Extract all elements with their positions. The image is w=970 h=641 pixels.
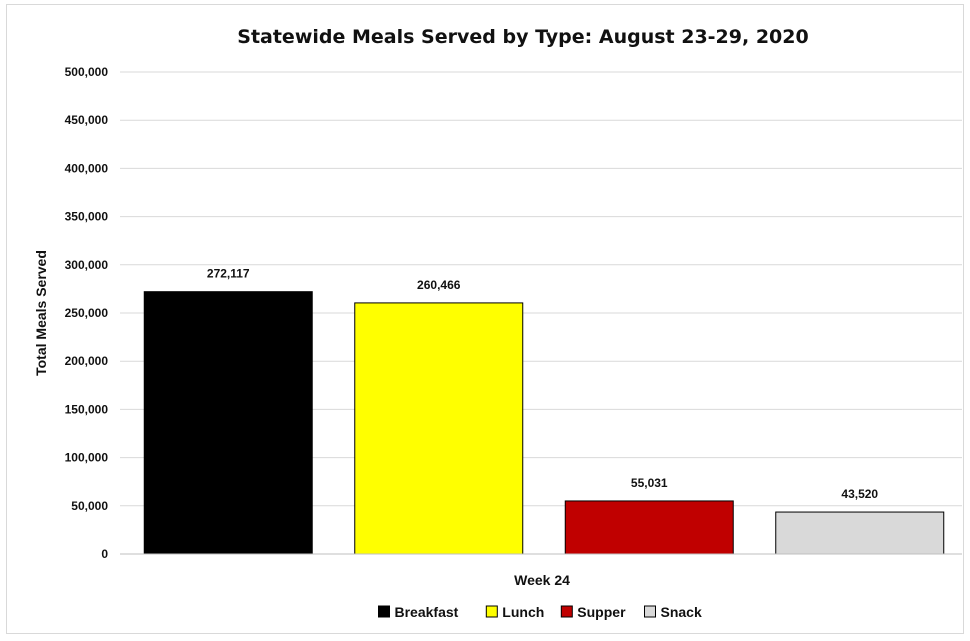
y-axis-title: Total Meals Served — [33, 250, 49, 376]
x-category-label: Week 24 — [514, 572, 570, 588]
y-tick-label: 450,000 — [65, 113, 109, 127]
data-label-supper: 55,031 — [631, 476, 668, 490]
y-axis-ticks: 0 50,000 100,000 150,000 200,000 250,000 300,0… — [65, 65, 109, 561]
legend-label-breakfast: Breakfast — [395, 604, 459, 620]
data-label-breakfast: 272,117 — [207, 267, 250, 281]
legend: Breakfast Lunch Supper Snack — [378, 604, 702, 620]
chart-title: Statewide Meals Served by Type: August 2… — [237, 26, 808, 48]
data-label-lunch: 260,466 — [417, 278, 461, 292]
y-tick-label: 0 — [101, 547, 108, 561]
legend-swatch-supper — [560, 605, 573, 618]
y-tick-label: 150,000 — [65, 402, 109, 416]
legend-swatch-breakfast — [378, 605, 390, 618]
data-labels: 272,117 260,466 55,031 43,520 — [207, 267, 879, 501]
legend-label-supper: Supper — [577, 604, 626, 620]
y-tick-label: 350,000 — [65, 210, 109, 224]
bars — [143, 291, 945, 555]
bar-snack — [775, 511, 945, 555]
y-tick-label: 300,000 — [65, 258, 109, 272]
legend-swatch-snack — [644, 605, 656, 618]
bar-lunch — [354, 302, 524, 555]
bar-supper — [564, 500, 734, 555]
data-label-snack: 43,520 — [841, 487, 878, 501]
bar-breakfast — [143, 291, 313, 555]
y-tick-label: 250,000 — [65, 306, 109, 320]
legend-label-lunch: Lunch — [502, 604, 544, 620]
y-tick-label: 100,000 — [65, 451, 109, 465]
y-tick-label: 50,000 — [71, 499, 108, 513]
legend-swatch-lunch — [485, 605, 498, 618]
y-tick-label: 400,000 — [65, 161, 109, 175]
y-tick-label: 200,000 — [65, 354, 109, 368]
y-tick-label: 500,000 — [65, 65, 109, 79]
legend-label-snack: Snack — [661, 604, 702, 620]
